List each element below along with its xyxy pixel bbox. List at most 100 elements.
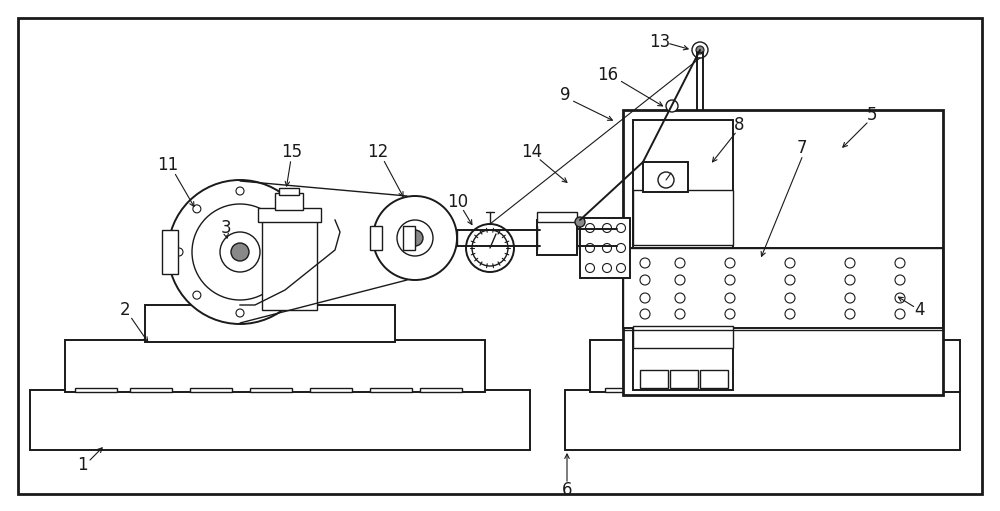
Circle shape	[279, 205, 287, 213]
Text: 10: 10	[447, 193, 469, 211]
Text: 1: 1	[77, 456, 87, 474]
Circle shape	[675, 258, 685, 268]
Bar	[790, 388, 835, 392]
Circle shape	[658, 172, 674, 188]
Circle shape	[231, 243, 249, 261]
Bar	[370, 388, 412, 392]
Bar	[633, 190, 733, 245]
Bar	[565, 390, 960, 450]
Bar	[623, 248, 943, 328]
Circle shape	[616, 264, 626, 272]
Bar	[700, 370, 728, 388]
Bar	[537, 212, 577, 222]
Text: 8: 8	[734, 116, 744, 134]
Bar	[75, 388, 117, 392]
Bar	[145, 305, 395, 342]
Circle shape	[725, 258, 735, 268]
Circle shape	[845, 293, 855, 303]
Bar	[310, 388, 352, 392]
Text: 13: 13	[649, 33, 671, 51]
Circle shape	[785, 275, 795, 285]
Bar	[190, 388, 232, 392]
Bar	[420, 388, 462, 392]
Circle shape	[192, 204, 288, 300]
Text: 2: 2	[120, 301, 130, 319]
Circle shape	[725, 309, 735, 319]
Bar	[403, 226, 415, 250]
Bar	[623, 248, 943, 330]
Bar	[640, 370, 668, 388]
Text: 12: 12	[367, 143, 389, 161]
Text: 14: 14	[521, 143, 543, 161]
Circle shape	[640, 258, 650, 268]
Circle shape	[692, 42, 708, 58]
Text: 15: 15	[281, 143, 303, 161]
Circle shape	[785, 309, 795, 319]
Circle shape	[193, 291, 201, 299]
Circle shape	[168, 180, 312, 324]
Circle shape	[279, 291, 287, 299]
Circle shape	[586, 244, 594, 252]
Text: 11: 11	[157, 156, 179, 174]
Circle shape	[675, 275, 685, 285]
Circle shape	[675, 293, 685, 303]
Circle shape	[472, 230, 508, 266]
Bar	[370, 226, 382, 250]
Bar	[590, 340, 960, 392]
Circle shape	[602, 244, 612, 252]
Circle shape	[602, 223, 612, 233]
Circle shape	[845, 275, 855, 285]
Bar	[623, 110, 943, 395]
Text: 3: 3	[221, 219, 231, 237]
Text: 7: 7	[797, 139, 807, 157]
Circle shape	[675, 309, 685, 319]
Bar	[633, 120, 733, 390]
Circle shape	[725, 275, 735, 285]
Circle shape	[236, 309, 244, 317]
Circle shape	[220, 232, 260, 272]
Circle shape	[845, 309, 855, 319]
Circle shape	[666, 100, 678, 112]
Circle shape	[696, 46, 704, 54]
Circle shape	[586, 223, 594, 233]
Circle shape	[575, 217, 585, 227]
Circle shape	[785, 293, 795, 303]
Text: 5: 5	[867, 106, 877, 124]
Circle shape	[725, 293, 735, 303]
Circle shape	[895, 293, 905, 303]
Bar	[633, 326, 733, 348]
Circle shape	[895, 309, 905, 319]
Bar	[680, 388, 725, 392]
Text: 9: 9	[560, 86, 570, 104]
Circle shape	[175, 248, 183, 256]
Bar	[162, 230, 178, 274]
Bar	[670, 370, 698, 388]
Bar	[605, 388, 650, 392]
Bar	[65, 340, 485, 392]
Circle shape	[640, 275, 650, 285]
Circle shape	[297, 248, 305, 256]
Circle shape	[640, 309, 650, 319]
Circle shape	[236, 187, 244, 195]
Bar	[537, 220, 577, 255]
Bar	[250, 388, 292, 392]
Circle shape	[397, 220, 433, 256]
Circle shape	[602, 264, 612, 272]
Circle shape	[466, 224, 514, 272]
Circle shape	[586, 264, 594, 272]
Bar	[643, 162, 688, 192]
Text: 6: 6	[562, 481, 572, 499]
Circle shape	[785, 258, 795, 268]
Circle shape	[616, 223, 626, 233]
Bar	[258, 208, 321, 222]
Bar	[262, 220, 317, 310]
Circle shape	[640, 293, 650, 303]
Circle shape	[616, 244, 626, 252]
Text: 16: 16	[597, 66, 619, 84]
Circle shape	[407, 230, 423, 246]
Bar	[130, 388, 172, 392]
Circle shape	[895, 275, 905, 285]
Bar	[580, 218, 630, 278]
Circle shape	[845, 258, 855, 268]
Circle shape	[193, 205, 201, 213]
